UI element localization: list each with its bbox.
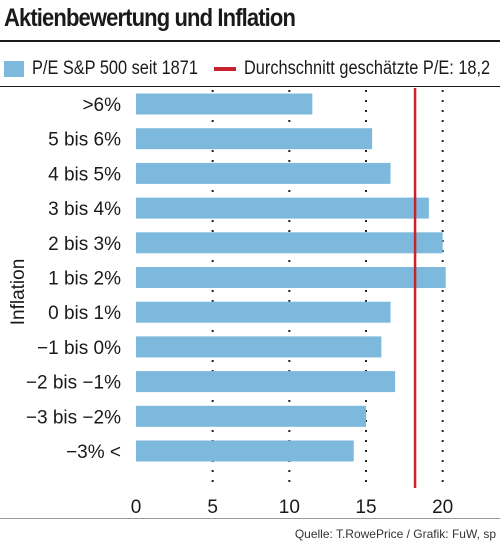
legend-item-bars: P/E S&P 500 seit 1871	[4, 58, 225, 80]
bar	[136, 128, 373, 150]
bar	[136, 301, 391, 323]
chart-title: Aktienbewertung und Inflation	[4, 4, 296, 32]
category-label: 2 bis 3%	[48, 234, 121, 255]
bar	[136, 197, 429, 219]
category-label: −2 bis −1%	[26, 373, 121, 394]
bar	[136, 371, 396, 393]
category-label: 5 bis 6%	[48, 130, 121, 151]
legend-item-average: Durchschnitt geschätzte P/E: 18,2	[214, 58, 500, 80]
category-label: −3 bis −2%	[26, 407, 121, 428]
bar	[136, 93, 313, 115]
category-label: 1 bis 2%	[48, 269, 121, 290]
category-label: 3 bis 4%	[48, 199, 121, 220]
x-tick-label: 10	[279, 497, 300, 518]
category-label: 4 bis 5%	[48, 164, 121, 185]
title-rule	[0, 40, 500, 42]
bar	[136, 336, 382, 358]
bar	[136, 405, 366, 427]
legend-swatch-bars	[4, 61, 24, 77]
legend-label-average: Durchschnitt geschätzte P/E: 18,2	[244, 58, 491, 79]
bar	[136, 267, 446, 288]
x-tick-label: 5	[207, 497, 218, 518]
legend: P/E S&P 500 seit 1871 Durchschnitt gesch…	[0, 58, 500, 80]
x-tick-label: 20	[432, 497, 453, 518]
source-note: Quelle: T.RowePrice / Grafik: FuW, sp	[294, 527, 496, 541]
bar	[136, 162, 391, 184]
footer-rule	[0, 518, 500, 519]
grid-lines	[211, 90, 444, 488]
x-tick-label: 0	[131, 497, 142, 518]
category-label: −3% <	[66, 442, 121, 463]
category-label: 0 bis 1%	[48, 303, 121, 324]
bar	[136, 440, 354, 462]
legend-swatch-average	[214, 67, 236, 71]
x-tick-labels: 0 5 10 15 20	[131, 497, 454, 518]
bar	[136, 232, 443, 254]
category-labels: >6% 5 bis 6% 4 bis 5% 3 bis 4% 2 bis 3% 1 bis…	[26, 95, 121, 463]
y-axis-label: Inflation	[8, 259, 29, 326]
x-tick-label: 15	[355, 497, 376, 518]
legend-label-bars: P/E S&P 500 seit 1871	[32, 58, 198, 79]
category-label: −1 bis 0%	[37, 338, 121, 359]
legend-rule	[0, 86, 500, 87]
category-label: >6%	[82, 95, 121, 116]
bars	[136, 93, 446, 462]
